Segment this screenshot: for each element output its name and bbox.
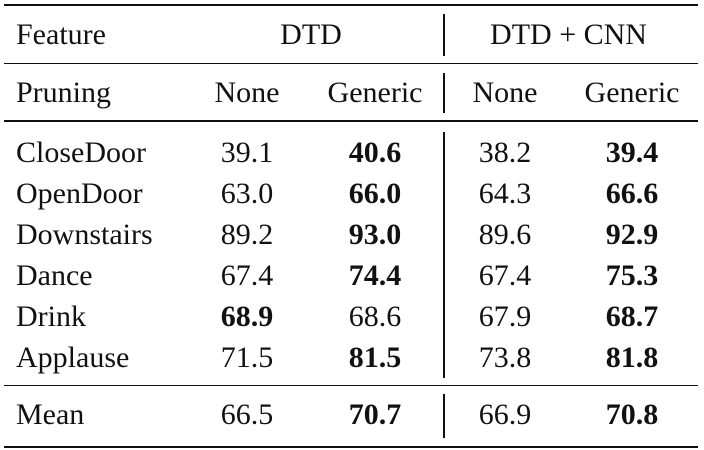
- value-cell: 67.9: [478, 300, 532, 333]
- value-cell: 39.4: [605, 136, 659, 169]
- value-cell: 93.0: [348, 218, 402, 251]
- value-cell: 89.2: [220, 218, 274, 251]
- value-cell: 89.6: [478, 218, 532, 251]
- value-cell: 73.8: [478, 341, 532, 374]
- value-cell: 70.8: [605, 398, 659, 431]
- value-cell: 64.3: [478, 177, 532, 210]
- group-header: DTD + CNN: [490, 18, 647, 51]
- value-cell: 67.4: [220, 259, 274, 292]
- bottom-rule: [4, 446, 698, 448]
- value-cell: 68.9: [220, 300, 274, 333]
- value-cell: 68.6: [348, 300, 402, 333]
- value-cell: 70.7: [348, 398, 402, 431]
- value-cell: 66.5: [220, 398, 274, 431]
- value-cell: 81.5: [348, 341, 402, 374]
- row-label: Drink: [16, 300, 86, 333]
- value-cell: 66.6: [605, 177, 659, 210]
- value-cell: 38.2: [478, 136, 532, 169]
- column-divider: [443, 132, 445, 378]
- header-cell: Feature: [16, 18, 106, 51]
- row-label: CloseDoor: [16, 136, 146, 169]
- value-cell: 71.5: [220, 341, 274, 374]
- column-header: Generic: [327, 76, 423, 109]
- top-rule: [4, 4, 698, 6]
- value-cell: 68.7: [605, 300, 659, 333]
- column-header: Pruning: [16, 76, 112, 109]
- value-cell: 66.9: [478, 398, 532, 431]
- value-cell: 75.3: [605, 259, 659, 292]
- row-label: Downstairs: [16, 218, 153, 251]
- row-label: Mean: [16, 398, 85, 431]
- column-header: Generic: [584, 76, 680, 109]
- value-cell: 67.4: [478, 259, 532, 292]
- row-label: OpenDoor: [16, 177, 143, 210]
- row-label: Applause: [16, 341, 130, 374]
- value-cell: 74.4: [348, 259, 402, 292]
- value-cell: 81.8: [605, 341, 659, 374]
- group-header: DTD: [280, 18, 342, 51]
- row-label: Dance: [16, 259, 93, 292]
- column-header: None: [214, 76, 280, 109]
- value-cell: 39.1: [220, 136, 274, 169]
- value-cell: 92.9: [605, 218, 659, 251]
- column-header: None: [472, 76, 538, 109]
- mean-rule: [4, 385, 698, 386]
- column-divider: [443, 394, 445, 438]
- header-rule: [4, 63, 698, 64]
- column-divider: [443, 73, 445, 113]
- body-rule: [4, 120, 698, 122]
- column-divider: [443, 14, 445, 56]
- value-cell: 40.6: [348, 136, 402, 169]
- value-cell: 63.0: [220, 177, 274, 210]
- value-cell: 66.0: [348, 177, 402, 210]
